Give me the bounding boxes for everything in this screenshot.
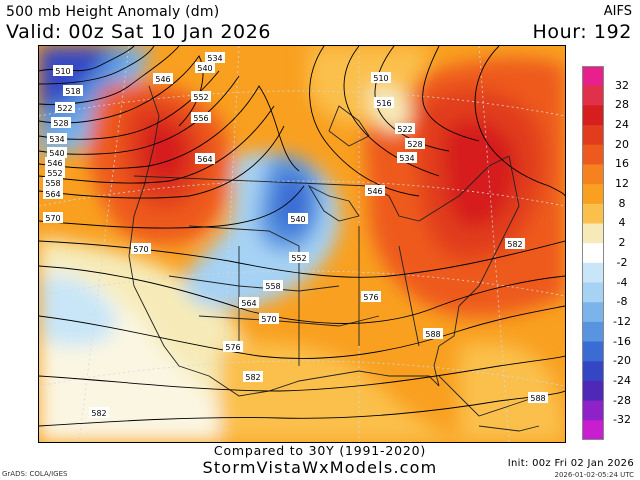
contour-label: 516 xyxy=(376,99,391,108)
contour-label: 582 xyxy=(507,240,522,249)
contour-label: 534 xyxy=(49,135,64,144)
render-timestamp: 2026-01-02-05:24 UTC xyxy=(554,471,634,479)
color-bar-label: 20 xyxy=(615,137,629,151)
contour-label: 588 xyxy=(530,394,545,403)
contour-label: 518 xyxy=(65,87,80,96)
contour-label: 540 xyxy=(290,215,305,224)
lat-lon-grid xyxy=(39,46,565,442)
color-bar-label: 8 xyxy=(618,196,626,210)
color-bar-label: 12 xyxy=(615,177,629,191)
anomaly-map: 510 518 522 528 534 540 546 552 558 564 … xyxy=(38,45,566,443)
color-bar-label: -12 xyxy=(613,314,631,328)
color-bar-swatch xyxy=(582,105,604,126)
color-bar xyxy=(582,66,604,440)
contour-label: 558 xyxy=(265,282,280,291)
color-bar-label: -2 xyxy=(616,255,628,269)
contour-label: 546 xyxy=(47,159,62,168)
contour-label: 570 xyxy=(261,315,276,324)
color-bar-swatch xyxy=(582,144,604,165)
color-bar-label: 2 xyxy=(618,236,626,250)
contour-label: 546 xyxy=(367,187,382,196)
color-bar-swatch xyxy=(582,66,604,87)
color-bar-swatch xyxy=(582,85,604,106)
color-bar-swatch xyxy=(582,164,604,185)
contour-label: 522 xyxy=(57,104,72,113)
color-bar-swatch xyxy=(582,282,604,303)
contour-label: 534 xyxy=(399,154,414,163)
init-time: Init: 00z Fri 02 Jan 2026 xyxy=(507,458,634,469)
color-bar-swatch xyxy=(582,420,604,440)
color-bar-swatch xyxy=(582,341,604,362)
map-title: 500 mb Height Anomaly (dm) xyxy=(6,4,220,20)
contour-label: 570 xyxy=(133,245,148,254)
contour-label: 582 xyxy=(91,409,106,418)
grads-credit: GrADS: COLA/IGES xyxy=(2,470,68,478)
contour-label: 558 xyxy=(45,179,60,188)
anomaly-fill xyxy=(39,46,565,442)
model-name: AIFS xyxy=(603,4,632,19)
climatology-note: Compared to 30Y (1991-2020) xyxy=(213,443,427,458)
color-bar-swatch xyxy=(582,223,604,244)
color-bar-swatch xyxy=(582,262,604,284)
color-bar-label: 16 xyxy=(615,157,629,171)
color-bar-label: -16 xyxy=(613,334,631,348)
color-bar-label: 4 xyxy=(618,216,626,230)
contour-label: 552 xyxy=(193,93,208,102)
contour-label: 576 xyxy=(363,293,378,302)
forecast-hour: Hour: 192 xyxy=(532,21,632,43)
contour-labels: 510 518 522 528 534 540 546 552 558 564 … xyxy=(43,52,548,418)
color-bar-label: 28 xyxy=(615,98,629,112)
color-bar-swatch xyxy=(582,400,604,421)
contour-label: 510 xyxy=(55,67,70,76)
color-bar-swatch xyxy=(582,380,604,402)
contour-label: 540 xyxy=(197,64,212,73)
contour-label: 540 xyxy=(49,149,64,158)
color-bar-swatch xyxy=(582,125,604,146)
contour-label: 564 xyxy=(241,299,256,308)
contour-label: 534 xyxy=(207,54,222,63)
contour-label: 546 xyxy=(155,75,170,84)
site-name: StormVistaWxModels.com xyxy=(202,458,438,477)
contour-label: 522 xyxy=(397,125,412,134)
valid-time: Valid: 00z Sat 10 Jan 2026 xyxy=(6,21,272,43)
contour-label: 528 xyxy=(407,140,422,149)
contour-label: 582 xyxy=(245,373,260,382)
geographic-boundaries xyxy=(128,85,540,432)
color-bar-label: 24 xyxy=(615,118,629,132)
color-bar-swatch xyxy=(582,361,604,382)
contour-label: 576 xyxy=(225,343,240,352)
color-bar-swatch xyxy=(582,184,604,205)
color-bar-label: -4 xyxy=(616,275,628,289)
color-bar-swatch xyxy=(582,321,604,343)
color-bar-swatch xyxy=(582,243,604,264)
contour-label: 556 xyxy=(193,114,208,123)
color-bar-label: -8 xyxy=(616,295,628,309)
contour-label: 564 xyxy=(197,155,212,164)
color-bar-label: -28 xyxy=(613,393,631,407)
contour-label: 552 xyxy=(291,254,306,263)
contour-label: 564 xyxy=(45,190,60,199)
color-bar-label: -24 xyxy=(613,373,631,387)
color-bar-label: -20 xyxy=(613,354,631,368)
contour-label: 588 xyxy=(425,330,440,339)
contour-label: 570 xyxy=(45,214,60,223)
color-bar-label: -32 xyxy=(613,413,631,427)
color-bar-swatch xyxy=(582,203,604,224)
contour-label: 552 xyxy=(47,169,62,178)
color-bar-swatch xyxy=(582,302,604,323)
contour-label: 510 xyxy=(373,74,388,83)
color-bar-label: 32 xyxy=(615,78,629,92)
contour-label: 528 xyxy=(53,119,68,128)
